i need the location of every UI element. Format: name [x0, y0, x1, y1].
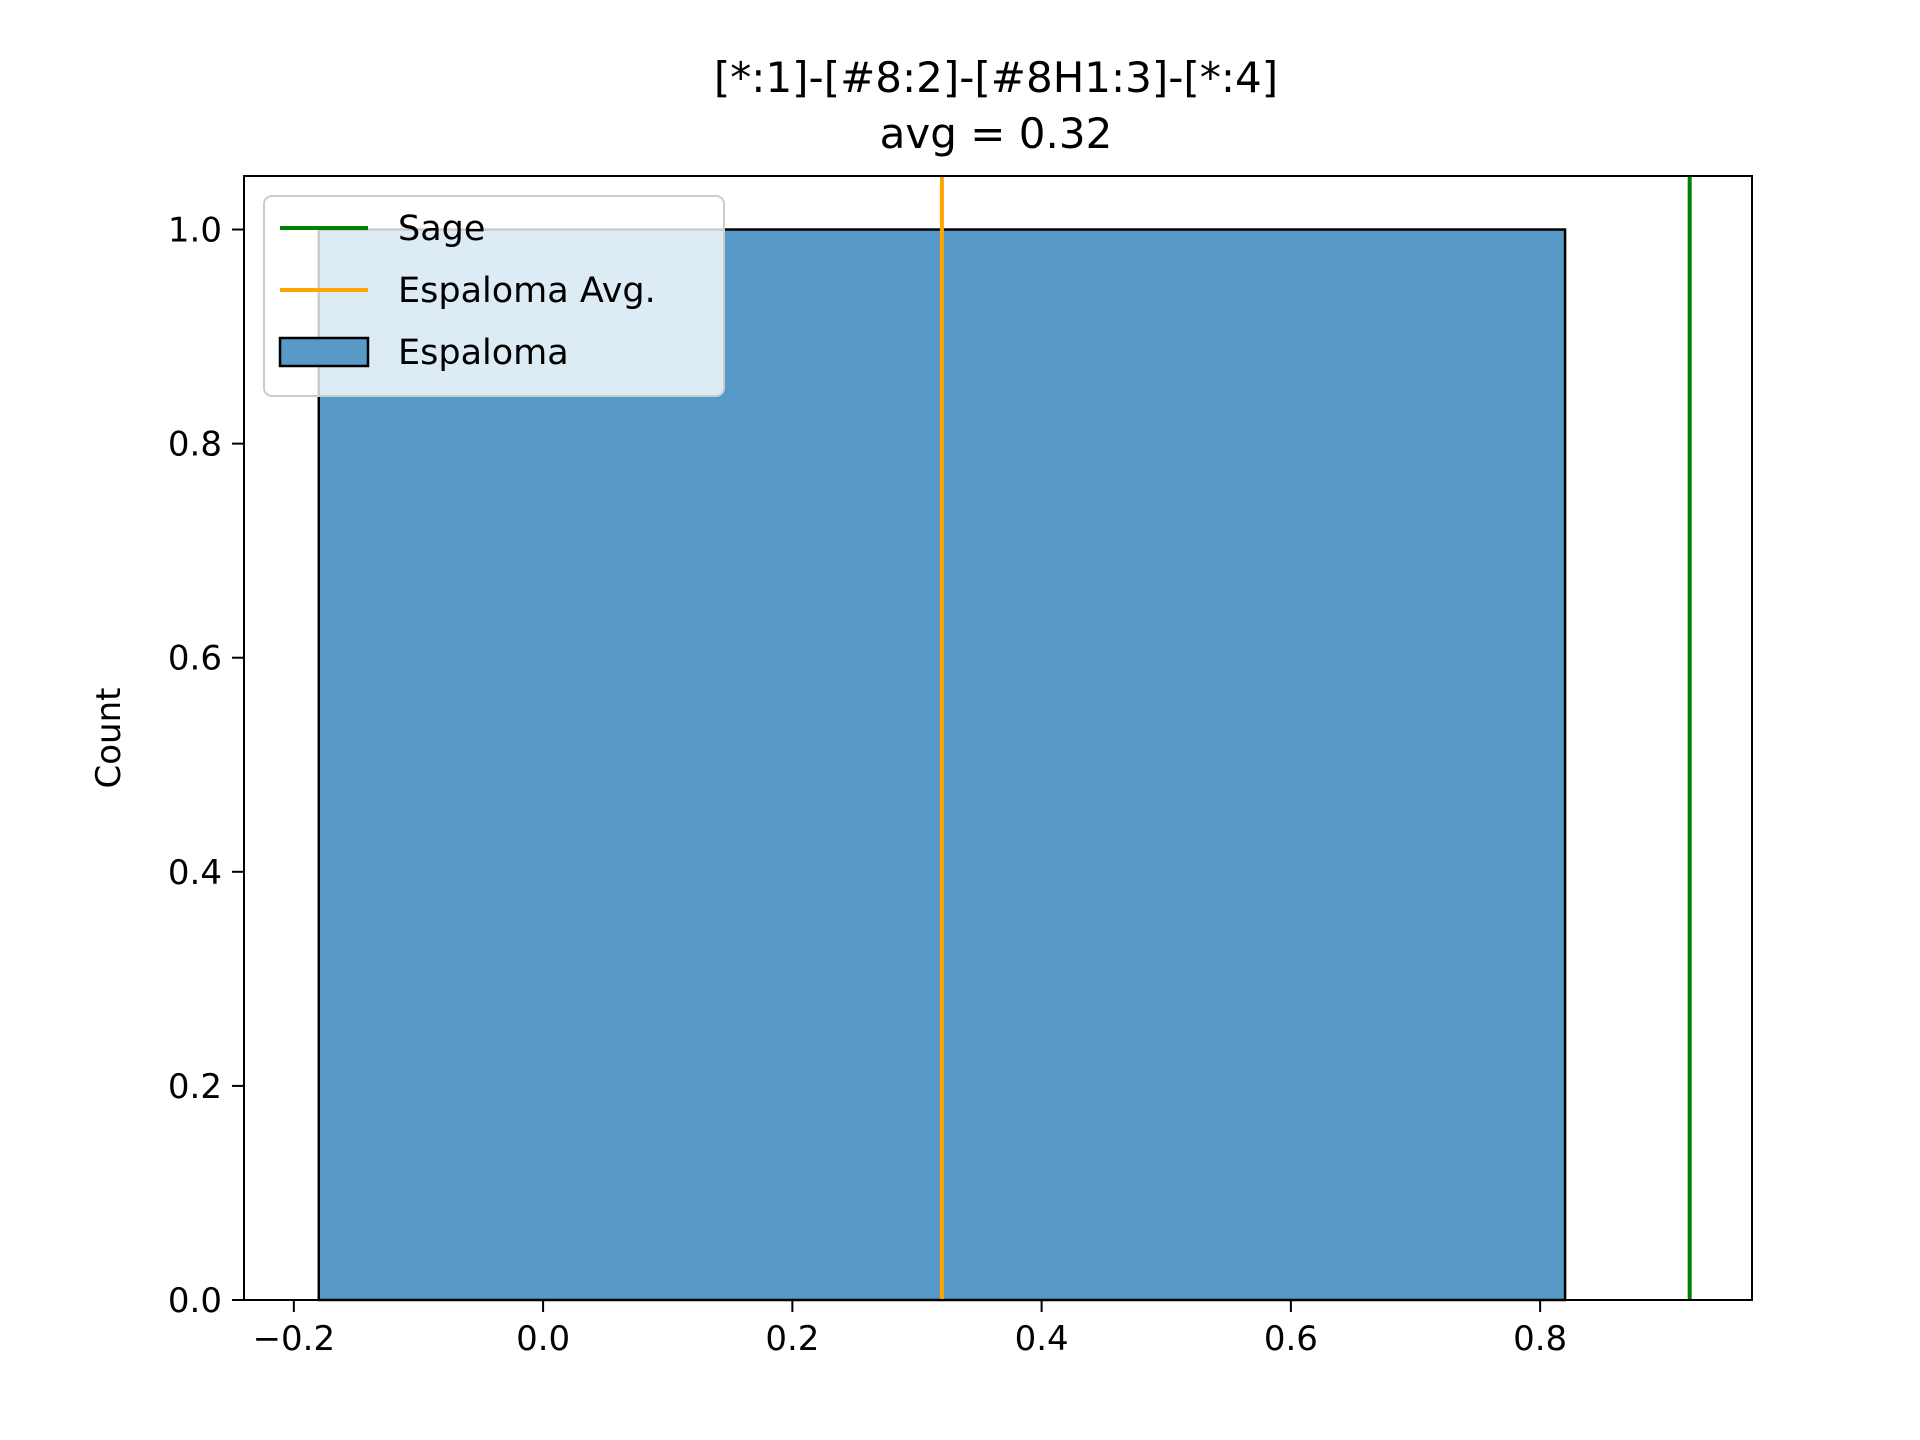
legend-label-sage: Sage — [398, 209, 485, 249]
legend: Sage Espaloma Avg. Espaloma — [263, 195, 725, 397]
y-axis-label: Count — [89, 688, 129, 789]
x-tick-label: 0.4 — [1015, 1319, 1069, 1359]
legend-box — [263, 195, 725, 397]
y-tick-label: 0.0 — [168, 1281, 222, 1321]
x-tick-label: 0.2 — [765, 1319, 819, 1359]
legend-label-espaloma-avg: Espaloma Avg. — [398, 271, 656, 311]
y-tick-label: 1.0 — [168, 211, 222, 251]
chart-subtitle: avg = 0.32 — [880, 109, 1113, 158]
plot-frame — [243, 175, 1753, 1301]
y-tick-label: 0.6 — [168, 639, 222, 679]
x-tick-label: 0.0 — [516, 1319, 570, 1359]
x-tick-label: 0.8 — [1513, 1319, 1567, 1359]
y-tick-label: 0.8 — [168, 425, 222, 465]
x-tick-label: 0.6 — [1264, 1319, 1318, 1359]
reference-lines-layer — [939, 176, 1692, 1300]
axes-layer: −0.2 0.0 0.2 0.4 0.6 0.8 0.0 0.2 0.4 0.6 0.8 1.0 — [168, 175, 1753, 1359]
y-tick-label: 0.2 — [168, 1067, 222, 1107]
chart-title: [*:1]-[#8:2]-[#8H1:3]-[*:4] — [714, 53, 1278, 102]
y-tick-label: 0.4 — [168, 853, 222, 893]
x-tick-label: −0.2 — [253, 1319, 336, 1359]
legend-swatch-espaloma — [278, 336, 370, 368]
legend-label-espaloma: Espaloma — [398, 333, 569, 373]
